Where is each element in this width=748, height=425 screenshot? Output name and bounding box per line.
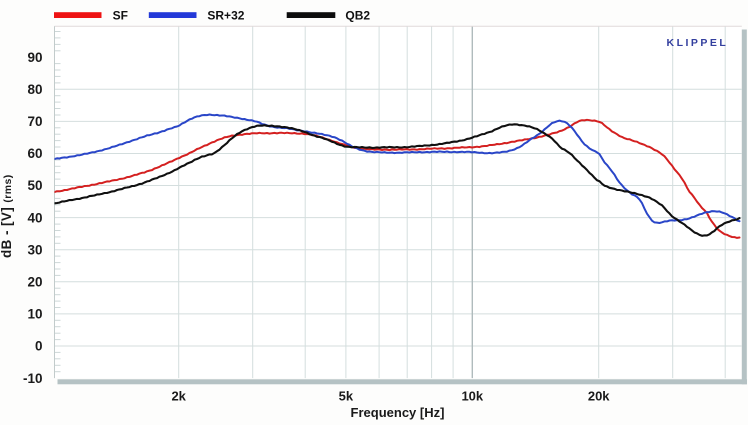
svg-text:60: 60 bbox=[27, 146, 42, 161]
svg-text:SR+32: SR+32 bbox=[207, 8, 244, 22]
svg-text:20: 20 bbox=[27, 275, 42, 290]
svg-text:dB - [V] (rms): dB - [V] (rms) bbox=[0, 174, 14, 258]
svg-text:40: 40 bbox=[27, 210, 42, 225]
svg-text:30: 30 bbox=[27, 242, 42, 257]
svg-text:QB2: QB2 bbox=[345, 8, 370, 22]
svg-text:SF: SF bbox=[113, 8, 128, 22]
svg-text:90: 90 bbox=[27, 50, 42, 65]
svg-text:5k: 5k bbox=[339, 389, 354, 404]
svg-text:Frequency [Hz]: Frequency [Hz] bbox=[351, 405, 445, 420]
svg-text:10: 10 bbox=[27, 307, 42, 322]
svg-text:70: 70 bbox=[27, 114, 42, 129]
svg-text:0: 0 bbox=[35, 339, 43, 354]
svg-text:50: 50 bbox=[27, 178, 42, 193]
svg-text:-10: -10 bbox=[23, 371, 43, 386]
svg-text:2k: 2k bbox=[171, 389, 186, 404]
svg-text:KLIPPEL: KLIPPEL bbox=[667, 37, 729, 49]
svg-text:80: 80 bbox=[27, 82, 42, 97]
svg-text:20k: 20k bbox=[588, 389, 610, 404]
svg-text:10k: 10k bbox=[461, 389, 483, 404]
